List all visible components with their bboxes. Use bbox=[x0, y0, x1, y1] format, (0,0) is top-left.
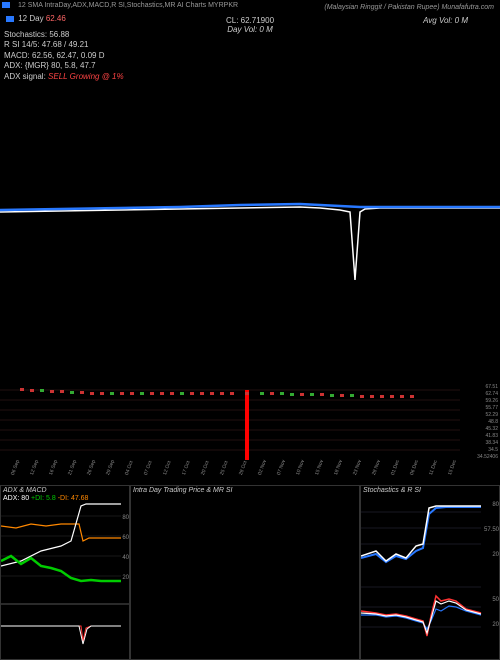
svg-text:80: 80 bbox=[122, 515, 129, 521]
svg-text:57.50: 57.50 bbox=[484, 527, 500, 533]
stats-block: Stochastics: 56.88 R SI 14/5: 47.68 / 49… bbox=[4, 30, 124, 82]
svg-text:80: 80 bbox=[492, 502, 499, 508]
panel-stoch-title: Stochastics & R SI bbox=[361, 486, 499, 495]
main-price-chart bbox=[0, 100, 500, 320]
stat-adx: ADX: {MGR} 80, 5.8, 47.7 bbox=[4, 61, 124, 71]
instrument-label: (Malaysian Ringgit / Pakistan Rupee) Mun… bbox=[324, 4, 494, 11]
close-label: CL: bbox=[226, 16, 241, 25]
bottom-panels: ADX & MACD ADX: 80 +DI: 5.8 -DI: 47.68 8… bbox=[0, 485, 500, 660]
stat-stochastics: Stochastics: 56.88 bbox=[4, 30, 124, 40]
svg-text:45.32: 45.32 bbox=[485, 426, 498, 432]
legend-sma bbox=[2, 2, 12, 9]
svg-text:38.34: 38.34 bbox=[485, 440, 498, 446]
svg-text:48.8: 48.8 bbox=[488, 419, 498, 425]
volume-chart: 67.5162.7459.2655.7752.2948.845.3241.833… bbox=[0, 380, 500, 460]
svg-text:20: 20 bbox=[122, 575, 129, 581]
sma-value: 62.46 bbox=[46, 14, 66, 23]
svg-text:41.83: 41.83 bbox=[485, 433, 498, 439]
svg-text:62.74: 62.74 bbox=[485, 391, 498, 397]
svg-text:40: 40 bbox=[122, 555, 129, 561]
day-vol: Day Vol: 0 M bbox=[226, 25, 274, 34]
close-value: 62.71900 bbox=[241, 16, 274, 25]
stat-macd: MACD: 62.56, 62.47, 0.09 D bbox=[4, 51, 124, 61]
svg-text:34.5: 34.5 bbox=[488, 447, 498, 453]
svg-text:55.77: 55.77 bbox=[485, 405, 498, 411]
svg-text:59.26: 59.26 bbox=[485, 398, 498, 404]
svg-text:50: 50 bbox=[492, 597, 499, 603]
svg-text:20: 20 bbox=[492, 552, 499, 558]
sma-day-label: 12 Day bbox=[18, 14, 46, 23]
svg-text:60: 60 bbox=[122, 535, 129, 541]
panel-adx-title: ADX & MACD bbox=[1, 486, 129, 495]
svg-text:20: 20 bbox=[492, 622, 499, 628]
adx-values-label: ADX: 80 +DI: 5.8 -DI: 47.68 bbox=[1, 495, 129, 502]
center-info: CL: 62.71900 Day Vol: 0 M bbox=[226, 16, 274, 34]
stat-rsi: R SI 14/5: 47.68 / 49.21 bbox=[4, 40, 124, 50]
stat-adx-signal: ADX signal: SELL Growing @ 1% bbox=[4, 72, 124, 82]
avg-vol: Avg Vol: 0 M bbox=[423, 16, 468, 25]
chart-container: 12 SMA IntraDay,ADX,MACD,R SI,Stochastic… bbox=[0, 0, 500, 660]
indicators-label: 12 SMA IntraDay,ADX,MACD,R SI,Stochastic… bbox=[18, 2, 238, 9]
date-axis: 06 Sep12 Sep16 Sep21 Sep26 Sep29 Sep04 O… bbox=[0, 460, 500, 480]
panel-intraday: Intra Day Trading Price & MR SI bbox=[130, 485, 360, 660]
panel-stochastics: Stochastics & R SI 80 57.50 20 50 20 bbox=[360, 485, 500, 660]
svg-text:67.51: 67.51 bbox=[485, 384, 498, 390]
svg-text:52.29: 52.29 bbox=[485, 412, 498, 418]
panel-adx-macd: ADX & MACD ADX: 80 +DI: 5.8 -DI: 47.68 8… bbox=[0, 485, 130, 660]
panel-intraday-title: Intra Day Trading Price & MR SI bbox=[131, 486, 359, 495]
